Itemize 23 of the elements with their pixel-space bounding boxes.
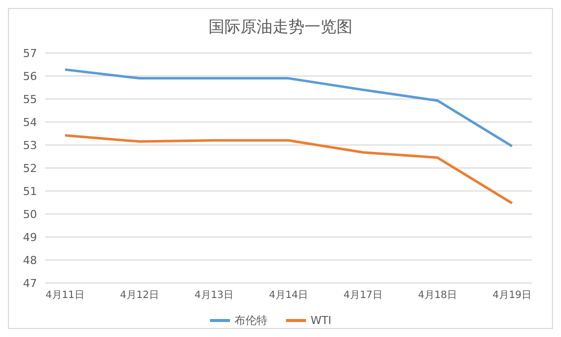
y-tick-label: 50 [23, 208, 37, 221]
line-series [64, 134, 514, 204]
x-tick-label: 4月17日 [343, 290, 383, 302]
x-tick-label: 4月13日 [194, 290, 234, 302]
x-tick-label: 4月18日 [418, 290, 458, 302]
y-tick-label: 52 [23, 162, 37, 175]
x-tick-label: 4月14日 [268, 290, 308, 302]
chart-title: 国际原油走势一览图 [208, 16, 354, 38]
y-tick-label: 55 [23, 92, 37, 106]
legend-label: 布伦特 [234, 313, 268, 328]
line-series [64, 68, 514, 148]
y-tick-label: 47 [23, 276, 37, 290]
y-tick-label: 48 [23, 254, 37, 267]
y-tick-label: 49 [23, 230, 37, 244]
y-tick-label: 57 [23, 46, 37, 60]
x-tick-label: 4月11日 [45, 290, 85, 302]
y-tick-label: 56 [23, 70, 37, 83]
y-tick-label: 54 [23, 116, 37, 129]
y-tick-label: 53 [23, 138, 37, 152]
x-tick-label: 4月19日 [492, 290, 532, 302]
legend-label: WTI [310, 313, 332, 328]
x-tick-label: 4月12日 [120, 290, 160, 302]
y-tick-label: 51 [23, 184, 37, 198]
